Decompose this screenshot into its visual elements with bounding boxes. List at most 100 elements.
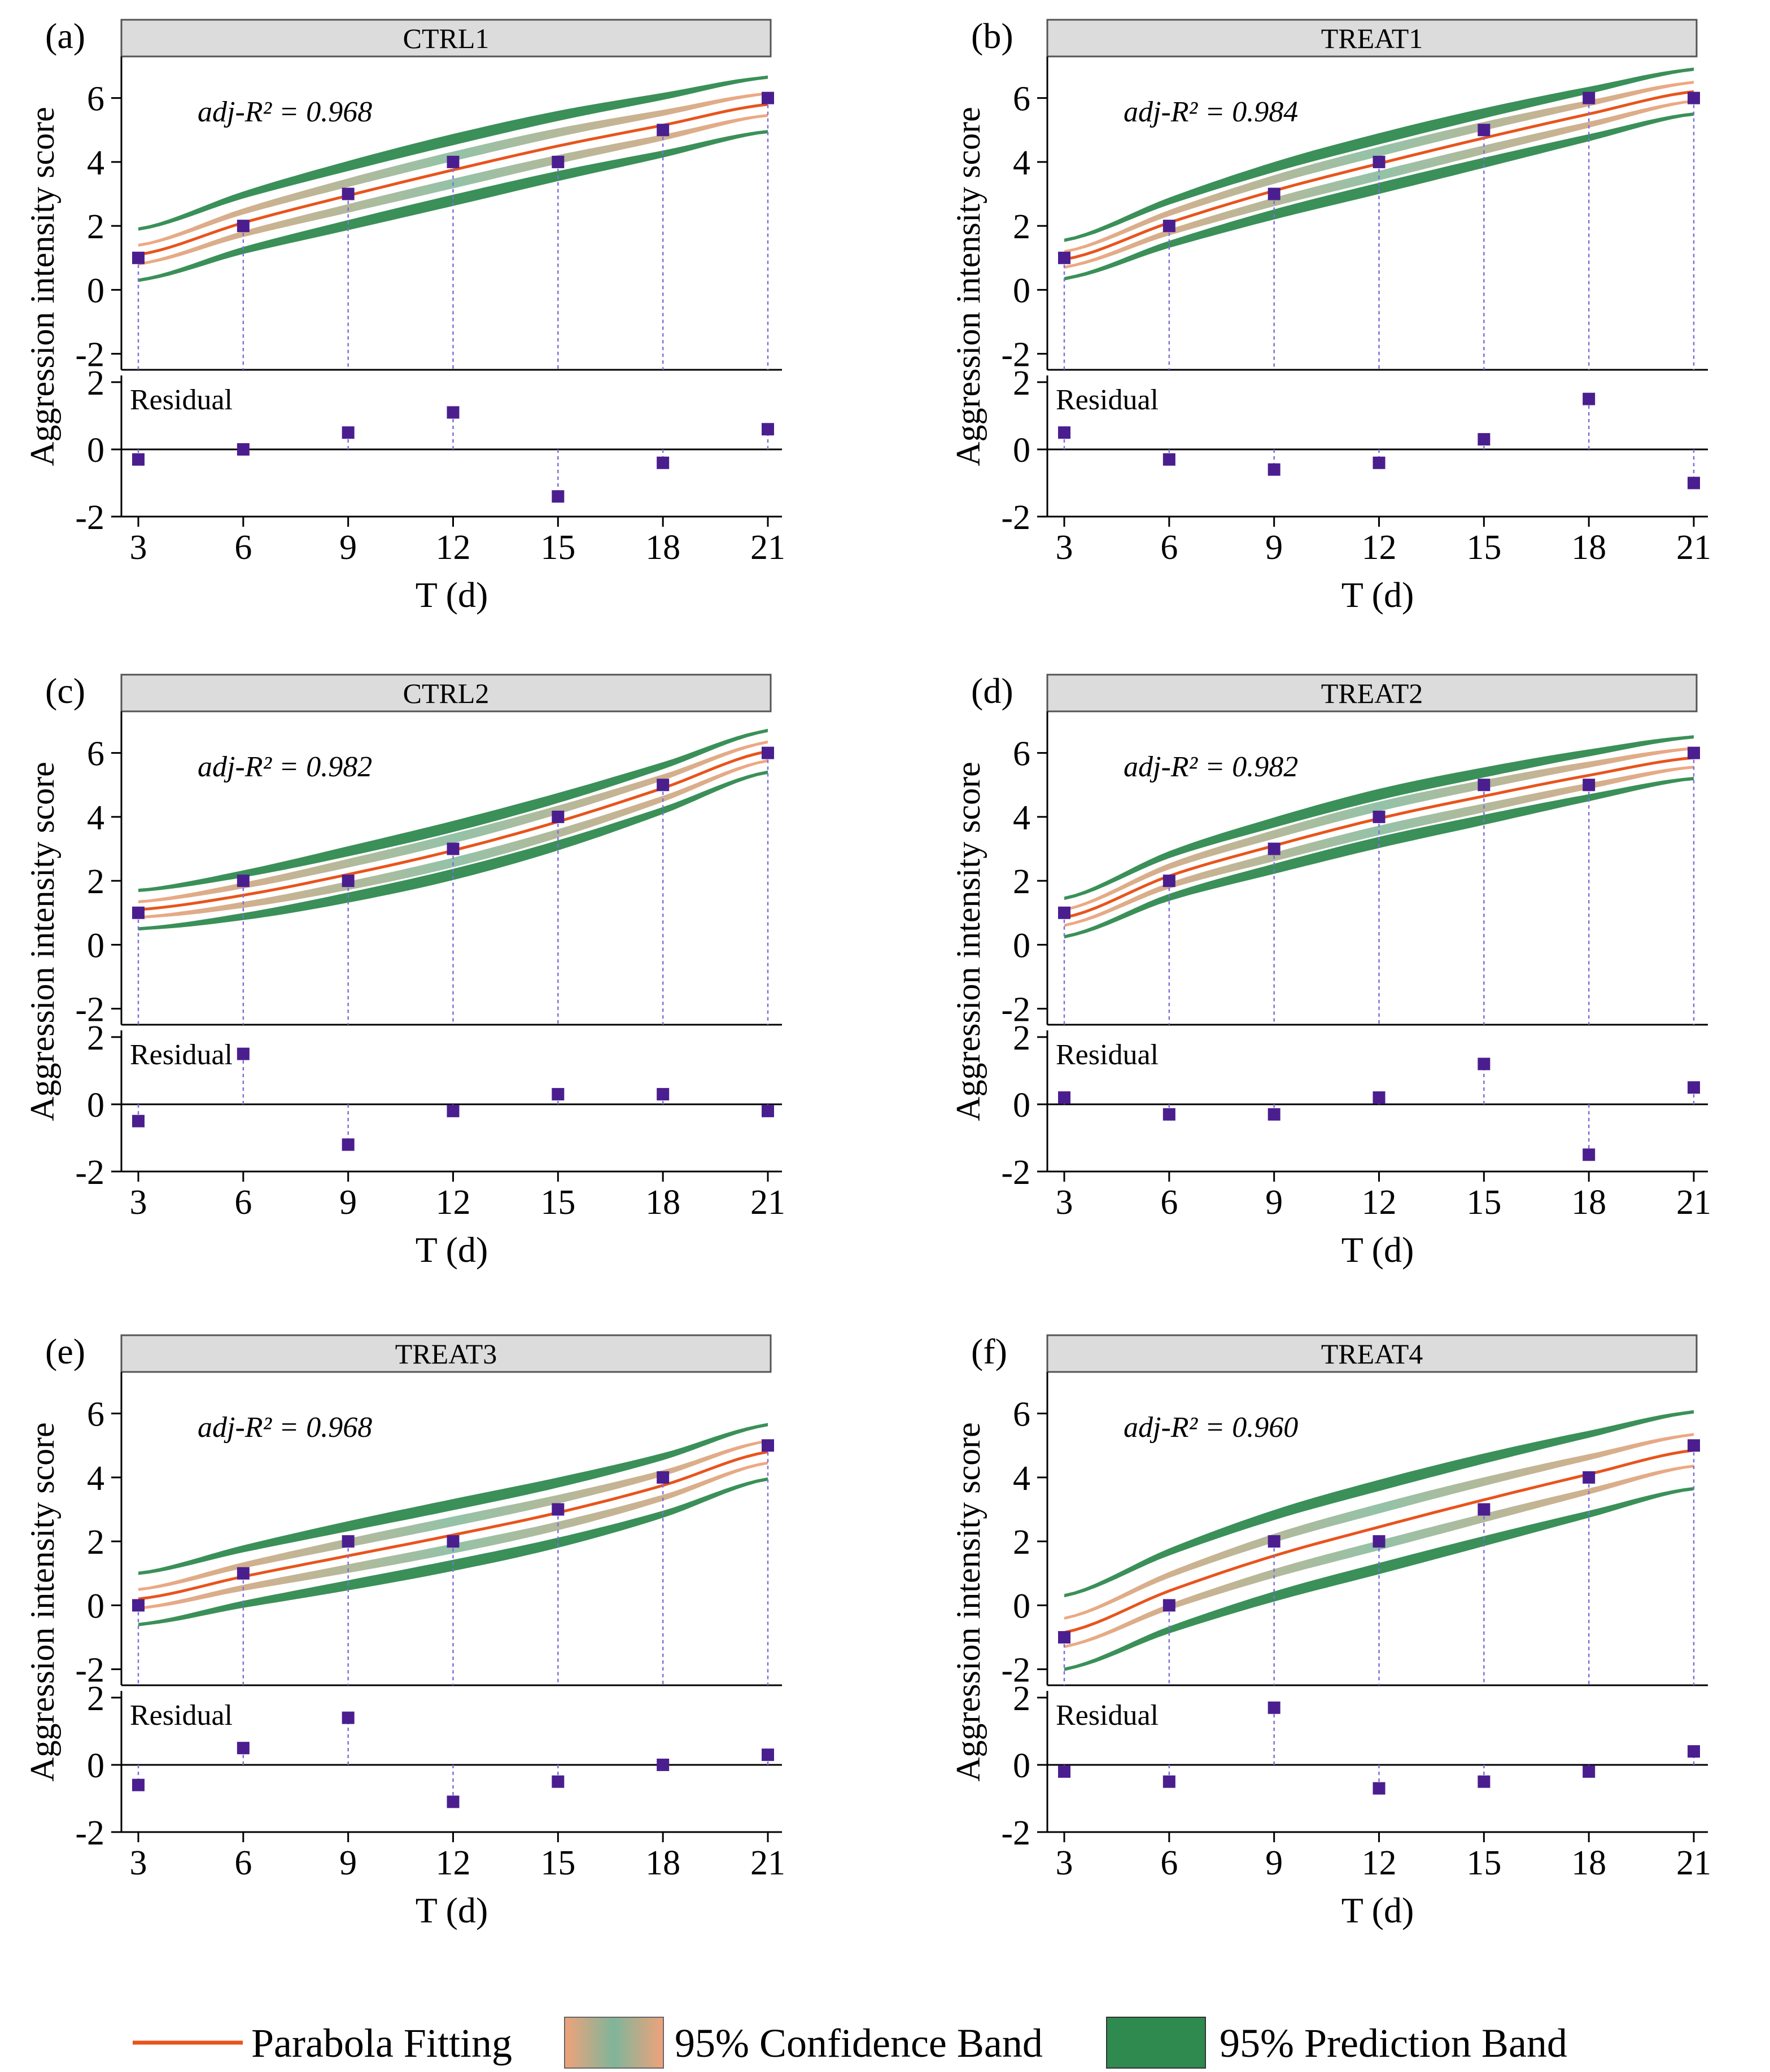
residual-point (1688, 477, 1700, 489)
x-tick-label: 18 (1571, 1183, 1606, 1222)
x-tick-label: 21 (750, 528, 785, 567)
residual-y-tick-label: 2 (87, 1019, 104, 1057)
strip-background (1046, 1334, 1698, 1373)
strip-title: CTRL2 (403, 677, 490, 709)
x-axis-label: T (d) (1341, 575, 1414, 615)
data-point (1373, 1535, 1386, 1548)
data-point (1583, 779, 1596, 792)
y-tick-label: -2 (1001, 991, 1030, 1029)
data-point (1058, 251, 1070, 264)
residual-point (1688, 1081, 1700, 1094)
x-tick-label: 6 (234, 1844, 252, 1882)
data-point (1478, 1503, 1491, 1516)
y-tick-label: 4 (1013, 144, 1030, 182)
residual-y-tick-label: -2 (75, 499, 104, 537)
legend: Parabola Fitting 95% Confidence Band 95%… (133, 2017, 1567, 2069)
data-point (237, 875, 250, 888)
residual-point (657, 1758, 670, 1771)
y-tick-label: 0 (87, 272, 104, 310)
y-tick-label: 6 (1013, 735, 1030, 773)
x-axis-label: T (d) (416, 1890, 488, 1930)
x-tick-label: 21 (1676, 1183, 1711, 1222)
y-tick-label: 6 (87, 80, 104, 119)
adj-r2-annotation: adj-R² = 0.968 (198, 96, 372, 128)
x-tick-label: 9 (1265, 528, 1283, 567)
residual-point (342, 1711, 355, 1724)
data-point (1688, 746, 1700, 759)
y-tick-label: 2 (87, 208, 104, 246)
prediction-band-lower (1064, 112, 1694, 281)
data-point (1162, 220, 1175, 233)
data-point (342, 187, 355, 200)
x-tick-label: 21 (750, 1844, 785, 1882)
residual-point (1268, 1701, 1280, 1714)
x-tick-label: 3 (130, 528, 147, 567)
y-tick-label: 0 (87, 926, 104, 965)
x-tick-label: 18 (645, 1844, 680, 1882)
residual-point (657, 1088, 670, 1101)
residual-point (1162, 1775, 1175, 1788)
data-point (237, 1567, 250, 1580)
x-tick-label: 3 (1056, 1844, 1073, 1882)
y-axis-label: Aggression intensity score (24, 107, 61, 466)
data-point (1373, 155, 1386, 168)
strip-title: TREAT4 (1321, 1338, 1423, 1370)
residual-label: Residual (130, 1699, 233, 1732)
x-tick-label: 9 (339, 1844, 357, 1882)
x-tick-label: 9 (339, 528, 357, 567)
residual-label: Residual (130, 384, 233, 416)
x-tick-label: 15 (1466, 1844, 1501, 1882)
residual-point (447, 1795, 460, 1808)
y-tick-label: 0 (87, 1587, 104, 1625)
residual-y-tick-label: 2 (87, 364, 104, 403)
x-tick-label: 21 (1676, 528, 1711, 567)
data-point (762, 91, 774, 104)
data-point (657, 1471, 670, 1484)
prediction-band-lower (138, 130, 768, 282)
residual-point (552, 1775, 565, 1788)
x-tick-label: 6 (234, 1183, 252, 1222)
residual-y-tick-label: -2 (1001, 1153, 1030, 1192)
y-tick-label: 4 (1013, 1459, 1030, 1498)
data-point (1688, 1439, 1700, 1452)
y-tick-label: 2 (1013, 1523, 1030, 1562)
data-point (447, 842, 460, 855)
residual-point (132, 453, 145, 466)
data-point (237, 220, 250, 233)
panel-treat3: (e) TREAT3 -2 0 2 4 6 adj-R² = 0.968 -2 0 2 Residua… (24, 1331, 785, 1930)
prediction-band-upper (138, 1423, 768, 1575)
strip-background (120, 19, 772, 58)
residual-point (552, 490, 565, 503)
residual-y-tick-label: 0 (87, 1747, 104, 1785)
data-point (1268, 187, 1280, 200)
residual-y-tick-label: 2 (1013, 1019, 1030, 1057)
residual-point (237, 1742, 250, 1755)
x-tick-label: 3 (1056, 528, 1073, 567)
x-tick-label: 21 (1676, 1844, 1711, 1882)
x-tick-label: 12 (1362, 1844, 1397, 1882)
adj-r2-annotation: adj-R² = 0.982 (1124, 751, 1298, 783)
x-axis-label: T (d) (1341, 1230, 1414, 1270)
residual-point (1058, 426, 1070, 439)
residual-point (1583, 1765, 1596, 1778)
data-point (1058, 906, 1070, 919)
residual-label: Residual (130, 1039, 233, 1071)
data-point (447, 1535, 460, 1548)
x-tick-label: 12 (436, 528, 471, 567)
residual-point (237, 443, 250, 456)
data-point (1058, 1631, 1070, 1644)
x-tick-label: 18 (1571, 528, 1606, 567)
x-tick-label: 15 (1466, 528, 1501, 567)
y-tick-label: 4 (87, 799, 104, 837)
residual-label: Residual (1056, 384, 1159, 416)
data-point (657, 124, 670, 137)
residual-point (1058, 1765, 1070, 1778)
panel-label: (a) (45, 16, 85, 56)
panel-label: (e) (45, 1331, 85, 1371)
data-point (552, 810, 565, 823)
panel-label: (d) (971, 671, 1013, 711)
x-tick-label: 3 (130, 1844, 147, 1882)
data-point (1373, 810, 1386, 823)
residual-y-tick-label: -2 (1001, 1814, 1030, 1852)
